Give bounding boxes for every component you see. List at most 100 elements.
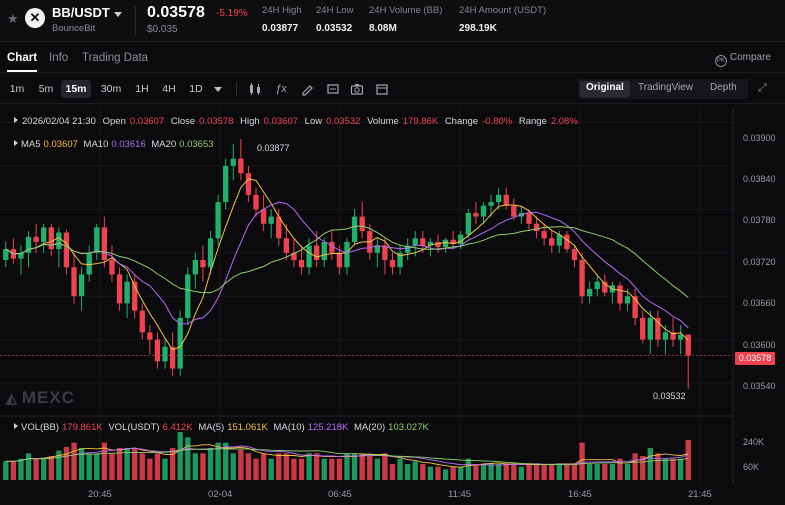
volume-value: 179.86K (402, 116, 439, 127)
volume-bar (526, 464, 532, 480)
volume-bar (351, 453, 358, 480)
volume-bar (632, 453, 638, 480)
candle-body (427, 241, 434, 246)
compare-button[interactable]: PK Compare (714, 52, 771, 67)
timeframe-5m[interactable]: 5m (38, 83, 54, 95)
tab-trading-data[interactable]: Trading Data (82, 52, 149, 64)
volume-bar (662, 458, 669, 480)
x-axis-label: 11:45 (448, 489, 472, 500)
collapse-caret-icon[interactable] (14, 423, 18, 429)
volume-bar (63, 446, 70, 480)
candle-body (435, 241, 441, 247)
candle-body (503, 194, 509, 206)
high-marker-label: 0.03877 (257, 143, 290, 153)
ma20-line (5, 225, 689, 298)
candle-body (154, 339, 161, 362)
settings-icon[interactable] (326, 81, 340, 97)
view-depth[interactable]: Depth (710, 82, 737, 93)
ma10-label: MA10 (83, 139, 109, 150)
indicators-fx-icon[interactable]: ƒx (275, 83, 287, 95)
candle-body (94, 227, 100, 253)
volume-bar (571, 464, 578, 480)
volume-bar (314, 453, 320, 480)
volume-bar (192, 453, 199, 480)
low-label: Low (304, 116, 323, 127)
candle-body (670, 332, 676, 340)
compare-label: Compare (729, 52, 771, 63)
favorite-star-icon[interactable]: ★ (7, 11, 19, 26)
candle-body (458, 234, 464, 245)
volume-bar (200, 453, 206, 480)
candle-body (298, 260, 305, 268)
volume-bar (139, 453, 145, 480)
view-switcher: Original TradingView Depth (578, 79, 748, 99)
candle-body (33, 236, 39, 242)
fullscreen-icon[interactable]: ⤢ (758, 82, 767, 94)
vol-ma20-label: MA(20) (354, 422, 386, 433)
volume-label: Volume (367, 116, 399, 127)
ma20-label: MA20 (151, 139, 177, 150)
timeframe-30m[interactable]: 30m (100, 83, 122, 95)
compare-icon: PK (714, 55, 727, 67)
volume-bar (185, 437, 191, 480)
y-axis-label: 0.03660 (743, 298, 776, 308)
volume-bar (586, 464, 593, 480)
tab-info[interactable]: Info (49, 52, 69, 64)
candle-body (200, 260, 206, 268)
volume-bar (488, 464, 494, 480)
collapse-caret-icon[interactable] (14, 117, 18, 123)
volume-bar (132, 448, 138, 480)
candle-body (344, 241, 350, 268)
volume-bar (154, 453, 161, 480)
usd-price: $0.035 (147, 24, 178, 35)
volume-bar (450, 466, 456, 480)
candle-body (632, 296, 638, 318)
candle-body (655, 317, 661, 340)
tab-chart[interactable]: Chart (7, 52, 38, 64)
candle-body (617, 285, 623, 304)
ma20-value: 0.03653 (179, 139, 214, 150)
candle-body (276, 216, 282, 239)
volume-bar (56, 450, 62, 480)
volume-bar (245, 453, 252, 480)
timeframe-1h[interactable]: 1H (135, 83, 149, 95)
tab-bar: Chart Info Trading Data PK Compare (0, 43, 785, 73)
more-timeframes-chevron-icon[interactable] (214, 87, 222, 92)
volume-bar (367, 453, 373, 480)
view-original[interactable]: Original (586, 82, 624, 93)
timeframe-1d[interactable]: 1D (189, 83, 203, 95)
candle-body (624, 296, 631, 304)
timeframe-4h[interactable]: 4H (162, 83, 176, 95)
pair-name[interactable]: BB/USDT (52, 5, 110, 20)
collapse-caret-icon[interactable] (14, 140, 18, 146)
candle-body (109, 260, 115, 275)
view-tradingview[interactable]: TradingView (638, 82, 694, 93)
ticker-header: ★ ✕ BB/USDT BounceBit 0.03578 -5.19% $0.… (0, 0, 785, 42)
candle-type-icon[interactable] (248, 81, 262, 97)
volume-bar (647, 448, 653, 480)
candle-body (3, 249, 9, 260)
candle-body (541, 231, 547, 239)
volume-ma20-line (5, 448, 689, 466)
timeframe-1m[interactable]: 1m (9, 83, 25, 95)
screenshot-camera-icon[interactable] (350, 81, 364, 97)
timeframe-15m[interactable]: 15m (61, 80, 91, 98)
ma5-label: MA5 (21, 139, 41, 150)
candle-body (556, 234, 562, 246)
vol-ma5-value: 151.061K (227, 422, 268, 433)
pair-dropdown-chevron-icon[interactable] (114, 12, 122, 17)
candle-body (207, 238, 214, 268)
draw-pencil-icon[interactable] (300, 81, 314, 97)
volume-bar (518, 466, 525, 480)
volume-bar (579, 442, 585, 480)
chart-toolbar: 1m 5m 15m 30m 1H 4H 1D ƒx Original Tradi… (0, 74, 785, 104)
candle-body (25, 236, 32, 253)
volume-bar (3, 461, 9, 480)
candle-body (268, 216, 274, 224)
stat-24h-low: 24H Low 0.03532 (316, 5, 354, 34)
calendar-icon[interactable] (375, 81, 389, 97)
change-value: -0.80% (482, 116, 513, 127)
volume-bar (405, 464, 411, 480)
candle-body (169, 346, 176, 369)
